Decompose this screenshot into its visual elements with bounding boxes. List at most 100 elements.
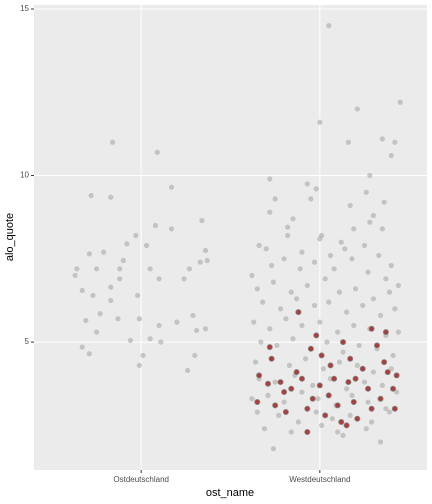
point [367, 172, 373, 179]
point [384, 369, 391, 376]
point [325, 392, 332, 399]
point [304, 282, 310, 289]
point [377, 395, 384, 402]
point [117, 266, 123, 272]
point [252, 359, 259, 365]
point [256, 372, 263, 379]
point [367, 219, 373, 225]
point [354, 362, 360, 369]
point [267, 209, 273, 215]
y-tick-label: 10 [20, 171, 29, 180]
point [313, 186, 319, 192]
point [79, 287, 85, 294]
point [365, 399, 371, 405]
point [83, 317, 89, 324]
point [388, 152, 394, 159]
point [340, 339, 347, 346]
point [110, 139, 116, 145]
point [156, 322, 162, 329]
point [88, 192, 94, 199]
point [395, 282, 402, 289]
point [258, 339, 264, 345]
point [120, 257, 126, 264]
panel [34, 5, 427, 470]
point [368, 405, 375, 412]
point [365, 385, 372, 392]
x-tick-label: Westdeutschland [289, 475, 350, 484]
point [297, 266, 303, 272]
point [311, 259, 318, 265]
point [136, 316, 142, 322]
point [152, 222, 159, 229]
point [136, 362, 142, 369]
point [288, 289, 294, 295]
point [319, 422, 325, 428]
point [202, 247, 209, 254]
point [168, 226, 175, 232]
point [391, 405, 398, 412]
point [261, 426, 268, 432]
point [298, 375, 305, 382]
point [251, 319, 257, 325]
point [331, 375, 338, 382]
point [318, 352, 325, 359]
y-tick-label: 15 [20, 4, 29, 13]
point [108, 194, 114, 200]
point [263, 246, 269, 252]
point [282, 409, 289, 416]
point [260, 299, 266, 305]
point [168, 184, 175, 190]
point [343, 422, 350, 429]
point [363, 426, 369, 432]
point [370, 212, 377, 219]
point [313, 332, 320, 339]
point [336, 289, 343, 295]
point [197, 259, 203, 265]
point [290, 216, 296, 222]
point [324, 339, 330, 345]
point [310, 382, 316, 388]
point [181, 276, 187, 282]
point [386, 409, 393, 415]
point [392, 139, 398, 145]
point [283, 316, 289, 322]
point [381, 199, 387, 205]
point [338, 419, 345, 426]
point [347, 355, 354, 362]
point [377, 439, 384, 445]
point [158, 339, 164, 345]
point [336, 359, 343, 365]
point [288, 385, 295, 392]
point [361, 242, 368, 249]
point [86, 251, 92, 257]
point [351, 322, 357, 329]
point [267, 326, 273, 332]
point [354, 106, 360, 112]
point [299, 249, 305, 255]
point [293, 369, 300, 376]
point [272, 402, 279, 409]
point [331, 266, 337, 272]
point [190, 312, 196, 319]
point [345, 139, 351, 145]
point [295, 419, 301, 425]
point [379, 226, 385, 232]
x-tick-label: Ostdeutschland [113, 475, 169, 484]
point [249, 396, 255, 402]
point [72, 272, 78, 279]
point [254, 399, 261, 406]
y-axis-title: alo_quote [4, 213, 16, 261]
point [342, 246, 348, 252]
point [315, 396, 321, 402]
point [124, 241, 130, 247]
point [265, 380, 272, 387]
point [340, 432, 346, 438]
point [327, 362, 334, 369]
point [347, 412, 353, 418]
point [272, 196, 278, 202]
point [295, 309, 302, 316]
point [270, 446, 276, 452]
point [267, 176, 273, 182]
point [79, 344, 85, 350]
